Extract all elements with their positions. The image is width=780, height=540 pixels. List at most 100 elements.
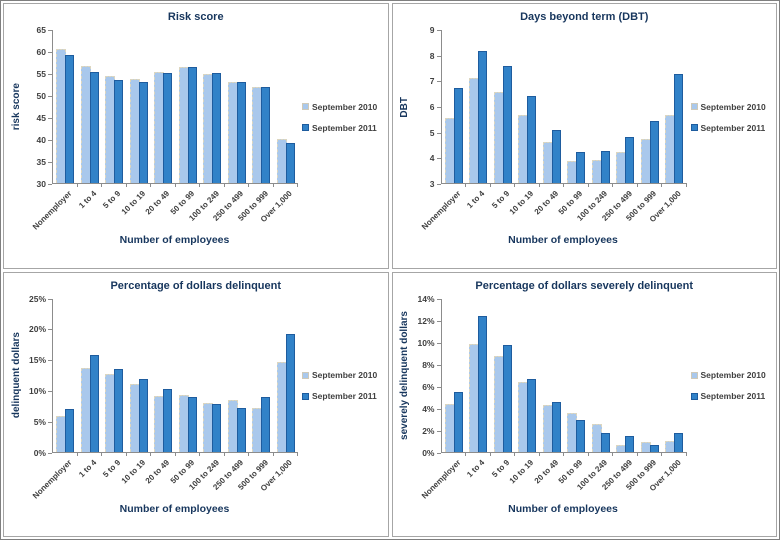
bar-group: [662, 73, 687, 183]
chart-title: Days beyond term (DBT): [520, 11, 649, 23]
bar-september-2011: [138, 82, 148, 183]
x-tick-mark: [685, 183, 687, 187]
bar-september-2011: [674, 432, 684, 452]
x-tick-mark: [101, 183, 102, 187]
y-tick-mark: [436, 158, 441, 160]
y-axis-title: DBT: [399, 96, 410, 118]
bar-september-2011: [187, 66, 197, 183]
x-tick-mark: [465, 451, 466, 456]
y-tick-mark: [436, 452, 441, 454]
bar-september-2011: [163, 389, 173, 452]
bar-september-2011: [285, 143, 295, 183]
x-category-label: 10 to 19: [119, 189, 148, 217]
bar-september-2011: [576, 419, 586, 452]
y-tick-mark: [48, 96, 52, 97]
bar-group: [540, 402, 565, 452]
x-tick-mark: [248, 451, 249, 456]
bar-september-2011: [114, 79, 124, 183]
y-tick-label: 0%: [33, 447, 46, 458]
bar-september-2011: [527, 95, 537, 183]
y-tick-label: 65: [36, 25, 46, 35]
x-tick-mark: [538, 183, 540, 187]
y-tick-mark: [436, 386, 441, 388]
x-tick-mark: [538, 451, 540, 456]
bar-september-2011: [236, 407, 246, 452]
bar-group: [200, 403, 225, 452]
x-tick-mark: [272, 451, 274, 456]
x-category-label: 5 to 9: [101, 189, 123, 211]
x-tick-mark: [248, 183, 249, 187]
y-tick-label: 7: [429, 76, 435, 87]
bar-september-2011: [600, 432, 610, 452]
bar-group: [466, 50, 491, 183]
legend-label: September 2010: [312, 101, 378, 112]
bar-group: [638, 121, 663, 183]
y-tick-mark: [48, 360, 52, 362]
bar-september-2011: [261, 397, 271, 452]
plot-area: [52, 298, 299, 456]
y-tick-label: 12%: [417, 315, 435, 326]
y-axis-title: delinquent dollars: [10, 332, 22, 419]
y-tick-mark: [48, 30, 52, 31]
bar-group: [200, 73, 225, 183]
x-tick-mark: [199, 451, 200, 456]
x-category-label: 1 to 4: [76, 189, 99, 211]
x-tick-mark: [563, 451, 564, 456]
bar-group: [274, 333, 299, 452]
x-category-label: Nonemployer: [31, 189, 74, 232]
y-tick-mark: [436, 132, 441, 134]
bar-group: [78, 355, 103, 452]
x-tick-mark: [174, 451, 176, 456]
bar-september-2011: [625, 436, 635, 452]
y-axis-ticks: 30 35 40 45 50 55 60 65: [24, 25, 52, 189]
x-category-label: 20 to 49: [144, 457, 172, 485]
y-tick-label: 55: [36, 69, 46, 79]
y-tick-label: 10%: [28, 385, 46, 396]
y-tick-label: 8: [429, 50, 435, 61]
legend-swatch-september-2010: [302, 371, 309, 379]
bar-september-2011: [478, 316, 488, 452]
legend-label: September 2011: [700, 122, 766, 133]
bar-september-2011: [163, 73, 173, 183]
bar-september-2011: [600, 150, 610, 183]
bar-group: [102, 76, 127, 183]
x-category-label: 10 to 19: [119, 457, 148, 485]
y-tick-label: 50: [36, 91, 46, 101]
y-tick-mark: [48, 452, 52, 454]
y-axis-title: severely delinquent dollars: [399, 311, 410, 440]
y-tick-mark: [48, 421, 52, 423]
bar-september-2011: [212, 73, 222, 183]
x-axis-title: Number of employees: [508, 234, 618, 246]
y-tick-label: 0%: [422, 447, 435, 458]
bar-september-2011: [502, 344, 512, 452]
chart-panel-dbt: Days beyond term (DBT) DBT 3 4 5 6 7 8 9 Nonem…: [391, 3, 777, 269]
legend-swatch-september-2011: [302, 124, 309, 131]
x-tick-mark: [587, 451, 589, 456]
bar-september-2011: [527, 378, 537, 452]
x-tick-mark: [199, 183, 200, 187]
bar-group: [491, 344, 516, 452]
legend-item-september-2010: September 2010: [690, 102, 766, 112]
y-axis-title: risk score: [10, 83, 22, 131]
legend-item-september-2011: September 2011: [690, 122, 766, 133]
bar-september-2011: [187, 396, 197, 452]
x-tick-mark: [101, 451, 102, 456]
y-tick-label: 8%: [422, 359, 435, 370]
bar-group: [78, 65, 103, 183]
bar-group: [589, 424, 614, 452]
legend-label: September 2011: [312, 122, 377, 133]
y-tick-label: 4: [429, 153, 435, 164]
x-category-label: Nonemployer: [419, 457, 463, 501]
legend-label: September 2011: [700, 391, 766, 401]
bar-september-2011: [65, 54, 75, 183]
bar-group: [564, 413, 589, 452]
bar-group: [102, 368, 127, 452]
bar-group: [613, 436, 638, 452]
x-category-label: Nonemployer: [31, 457, 74, 501]
y-tick-label: 60: [36, 47, 46, 57]
x-axis-title: Number of employees: [119, 234, 230, 246]
legend-item-september-2011: September 2011: [302, 391, 377, 401]
y-tick-label: 6%: [422, 381, 435, 392]
y-tick-mark: [48, 329, 52, 331]
